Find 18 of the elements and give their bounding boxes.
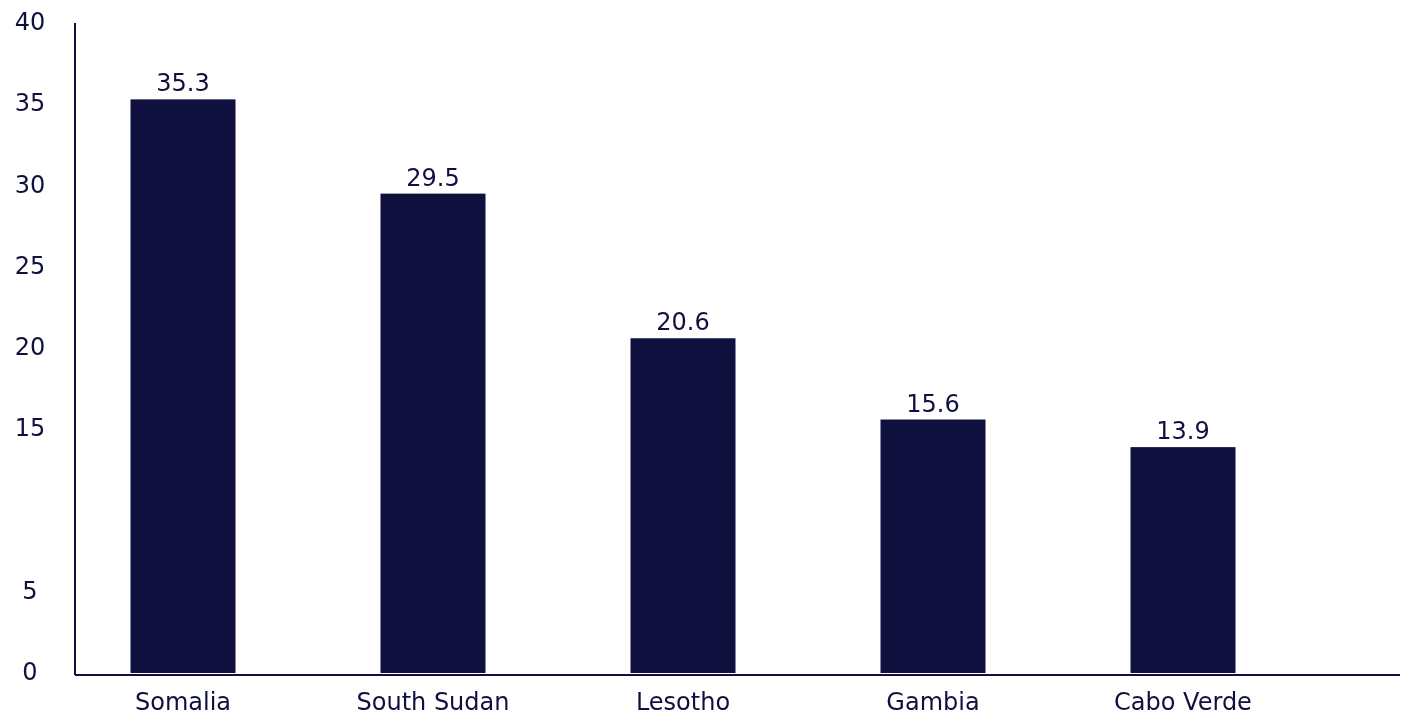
data-label: 35.3 (156, 69, 210, 98)
data-label: 15.6 (906, 389, 960, 418)
data-label: 13.9 (1156, 417, 1210, 446)
y-tick-label: 40 (14, 8, 46, 36)
y-tick-label: 5 (22, 576, 38, 605)
data-label: 20.6 (656, 308, 710, 337)
x-tick-label: Lesotho (635, 688, 731, 716)
x-tick-label: Gambia (886, 688, 980, 716)
y-tick-label: 30 (14, 170, 46, 199)
y-tick-label: 35 (14, 89, 46, 118)
y-tick-label: 0 (22, 658, 38, 686)
x-tick-label: Somalia (134, 688, 232, 716)
y-tick-label: 15 (14, 414, 46, 443)
y-tick-label: 25 (14, 251, 46, 280)
x-tick-label: South Sudan (356, 688, 510, 716)
x-tick-label: Cabo Verde (1114, 688, 1252, 716)
data-label: 29.5 (406, 163, 460, 192)
y-tick-label: 20 (14, 333, 46, 361)
